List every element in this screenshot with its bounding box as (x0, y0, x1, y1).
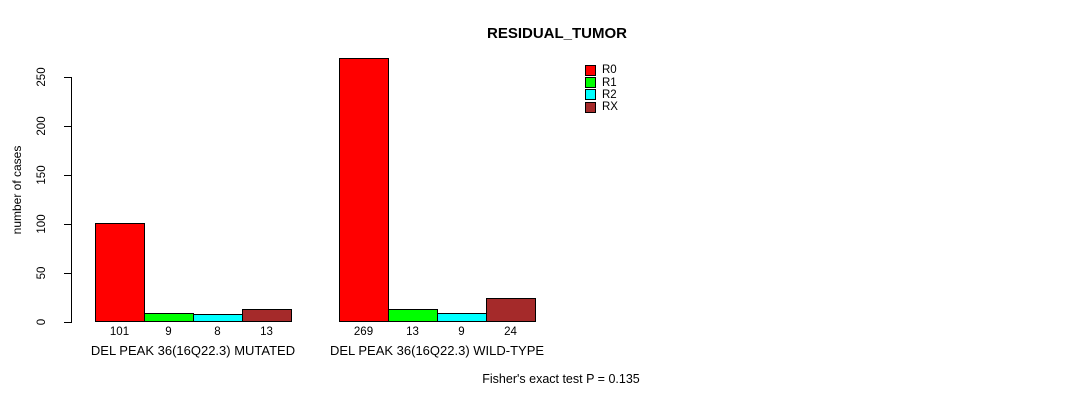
legend-swatch-icon (585, 77, 596, 89)
legend-label: R2 (602, 88, 617, 101)
legend-label: R1 (602, 76, 617, 89)
y-tick (64, 273, 72, 274)
group-label: DEL PEAK 36(16Q22.3) WILD-TYPE (329, 343, 545, 358)
bar-value-label: 9 (165, 326, 172, 338)
bar-rx (242, 309, 292, 322)
y-tick (64, 224, 72, 225)
legend-swatch-icon (585, 64, 596, 76)
bar-r0 (339, 58, 389, 322)
y-tick-label: 100 (36, 214, 48, 234)
legend: R0 R1 R2 RX (585, 64, 618, 114)
bar-r2 (437, 313, 487, 322)
legend-label: RX (602, 101, 618, 114)
y-axis-label: number of cases (10, 145, 24, 235)
bar-value-label: 13 (406, 326, 419, 338)
y-tick-label: 200 (36, 116, 48, 136)
y-tick-label: 0 (36, 318, 48, 326)
bar-value-label: 269 (353, 326, 374, 338)
fisher-test-annotation: Fisher's exact test P = 0.135 (482, 372, 640, 386)
bar-value-label: 101 (109, 326, 130, 338)
legend-swatch-icon (585, 101, 596, 113)
y-tick (64, 126, 72, 127)
bar-r1 (144, 313, 194, 322)
group-label: DEL PEAK 36(16Q22.3) MUTATED (90, 343, 296, 358)
y-tick (64, 175, 72, 176)
bar-r2 (193, 314, 243, 322)
legend-swatch-icon (585, 89, 596, 101)
legend-item-rx: RX (585, 101, 618, 113)
legend-item-r0: R0 (585, 64, 618, 76)
legend-item-r1: R1 (585, 76, 618, 89)
bar-value-label: 8 (214, 326, 221, 338)
y-tick (64, 77, 72, 78)
bar-value-label: 9 (458, 326, 465, 338)
legend-label: R0 (602, 64, 617, 77)
y-tick-label: 250 (36, 67, 48, 87)
bar-value-label: 13 (260, 326, 273, 338)
y-axis-line (71, 77, 72, 323)
chart-title: RESIDUAL_TUMOR (486, 25, 628, 42)
y-tick-label: 50 (36, 266, 48, 280)
y-tick-label: 150 (36, 165, 48, 185)
bar-r0 (95, 223, 145, 322)
legend-item-r2: R2 (585, 89, 618, 101)
bar-r1 (388, 309, 438, 322)
y-tick (64, 322, 72, 323)
bar-value-label: 24 (504, 326, 517, 338)
bar-rx (486, 298, 536, 322)
